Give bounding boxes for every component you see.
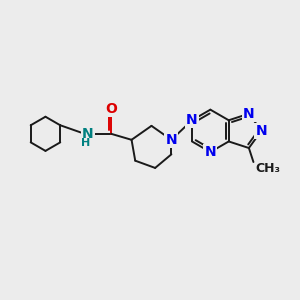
Text: N: N	[186, 113, 198, 127]
Text: N: N	[166, 133, 177, 147]
Text: N: N	[256, 124, 267, 138]
Text: H: H	[81, 138, 90, 148]
Text: N: N	[82, 127, 93, 141]
Text: CH₃: CH₃	[255, 162, 280, 175]
Text: O: O	[105, 102, 117, 116]
Text: N: N	[243, 107, 255, 121]
Text: N: N	[205, 145, 216, 159]
